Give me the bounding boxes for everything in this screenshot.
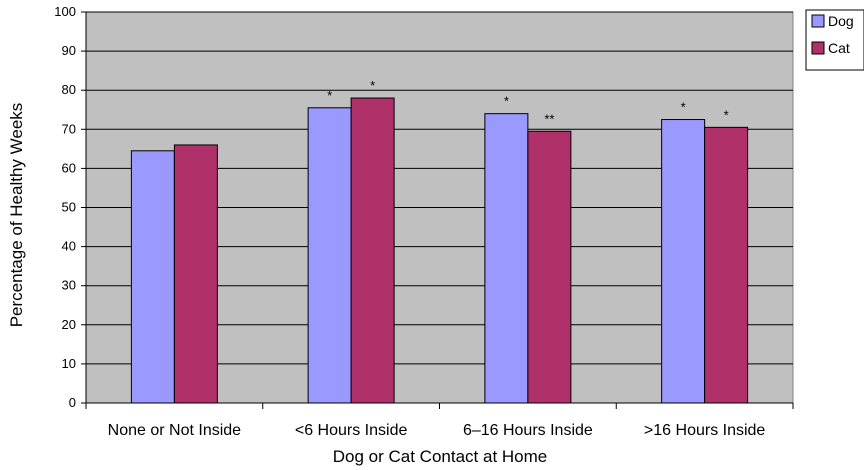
significance-annotations: * * **** *: [327, 78, 729, 126]
y-tick-label: 60: [62, 160, 76, 175]
x-axis-title: Dog or Cat Contact at Home: [333, 447, 547, 466]
bar-cat-0: [173, 144, 218, 404]
y-tick-label: 100: [54, 4, 76, 19]
y-axis-ticks: 0 10 20 30 40 50 60 70 80 90 100: [54, 4, 87, 410]
y-tick-label: 40: [62, 239, 76, 254]
bars: [130, 97, 749, 404]
legend-swatch-cat: [811, 41, 825, 55]
y-tick-label: 80: [62, 82, 76, 97]
y-tick-label: 70: [62, 121, 76, 136]
y-tick-label: 30: [62, 278, 76, 293]
y-tick-label: 50: [62, 200, 76, 215]
bar-dog-2: [484, 113, 529, 404]
y-tick-label: 0: [69, 395, 76, 410]
x-category-label: None or Not Inside: [108, 422, 242, 439]
legend-label-cat: Cat: [828, 40, 850, 56]
y-axis-title: Percentage of Healthy Weeks: [7, 103, 26, 328]
significance-marker: *: [681, 100, 686, 115]
significance-marker: *: [724, 107, 729, 122]
y-tick-label: 10: [62, 356, 76, 371]
x-category-label: <6 Hours Inside: [295, 422, 408, 439]
bar-cat-3: [704, 126, 749, 404]
x-category-label: >16 Hours Inside: [644, 422, 766, 439]
legend: Dog Cat: [805, 9, 864, 71]
significance-marker: *: [327, 88, 332, 103]
significance-marker: *: [504, 94, 509, 109]
x-category-label: 6–16 Hours Inside: [463, 422, 593, 439]
legend-label-dog: Dog: [828, 13, 854, 29]
significance-marker: **: [544, 111, 554, 126]
legend-swatch-dog: [811, 14, 825, 28]
bar-cat-2: [527, 130, 572, 404]
x-axis: None or Not Inside <6 Hours Inside 6–16 Ho…: [85, 402, 794, 439]
bar-dog-3: [661, 119, 706, 404]
y-tick-label: 20: [62, 317, 76, 332]
significance-marker: *: [370, 78, 375, 93]
bar-dog-1: [307, 107, 352, 404]
bar-dog-0: [130, 150, 175, 404]
y-tick-label: 90: [62, 43, 76, 58]
bar-cat-1: [350, 97, 395, 404]
